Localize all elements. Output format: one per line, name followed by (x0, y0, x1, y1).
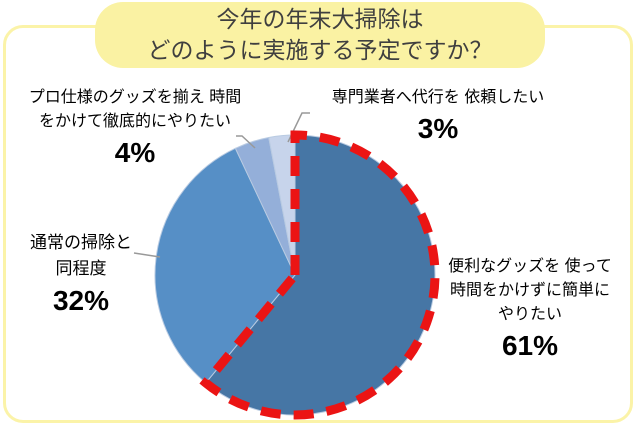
callout-outsource: 専門業者へ代行を 依頼したい 3% (313, 86, 563, 146)
callout-normal-cleaning-line-2: 同程度 (55, 259, 107, 278)
callout-convenient-goods-line-2: 時間をかけずに簡単に (449, 282, 610, 299)
callout-convenient-goods-line-1: 便利なグッズを 使って (448, 258, 612, 275)
callout-normal-cleaning-percent: 32% (52, 285, 110, 316)
callout-pro-goods: プロ仕様のグッズを揃え 時間 をかけて徹底的にやりたい 4% (6, 86, 264, 170)
chart-title-line-1: 今年の年末大掃除は (216, 6, 424, 32)
callout-normal-cleaning: 通常の掃除と 同程度 32% (10, 230, 152, 318)
callout-pro-goods-line-1: プロ仕様のグッズを揃え 時間 (28, 89, 242, 106)
callout-normal-cleaning-line-1: 通常の掃除と (30, 233, 132, 252)
callout-pro-goods-percent: 4% (114, 137, 156, 168)
chart-title-line-2: どのように実施する予定ですか？ (147, 37, 493, 63)
callout-convenient-goods-percent: 61% (501, 330, 559, 361)
leader-line-4pct (236, 135, 256, 149)
chart-title-box: 今年の年末大掃除は どのように実施する予定ですか？ (95, 2, 545, 68)
pie-slice-32pct (154, 147, 296, 384)
callout-convenient-goods-line-3: やりたい (497, 306, 562, 323)
highlight-dashed-outline (199, 130, 440, 420)
pie-overlay-group (133, 112, 440, 420)
callout-outsource-line-1: 専門業者へ代行を 依頼したい (331, 89, 545, 106)
callout-convenient-goods: 便利なグッズを 使って 時間をかけずに簡単に やりたい 61% (430, 255, 630, 363)
leader-line-32pct (133, 252, 161, 258)
callout-pro-goods-line-2: をかけて徹底的にやりたい (38, 113, 231, 130)
callout-outsource-percent: 3% (417, 113, 459, 144)
